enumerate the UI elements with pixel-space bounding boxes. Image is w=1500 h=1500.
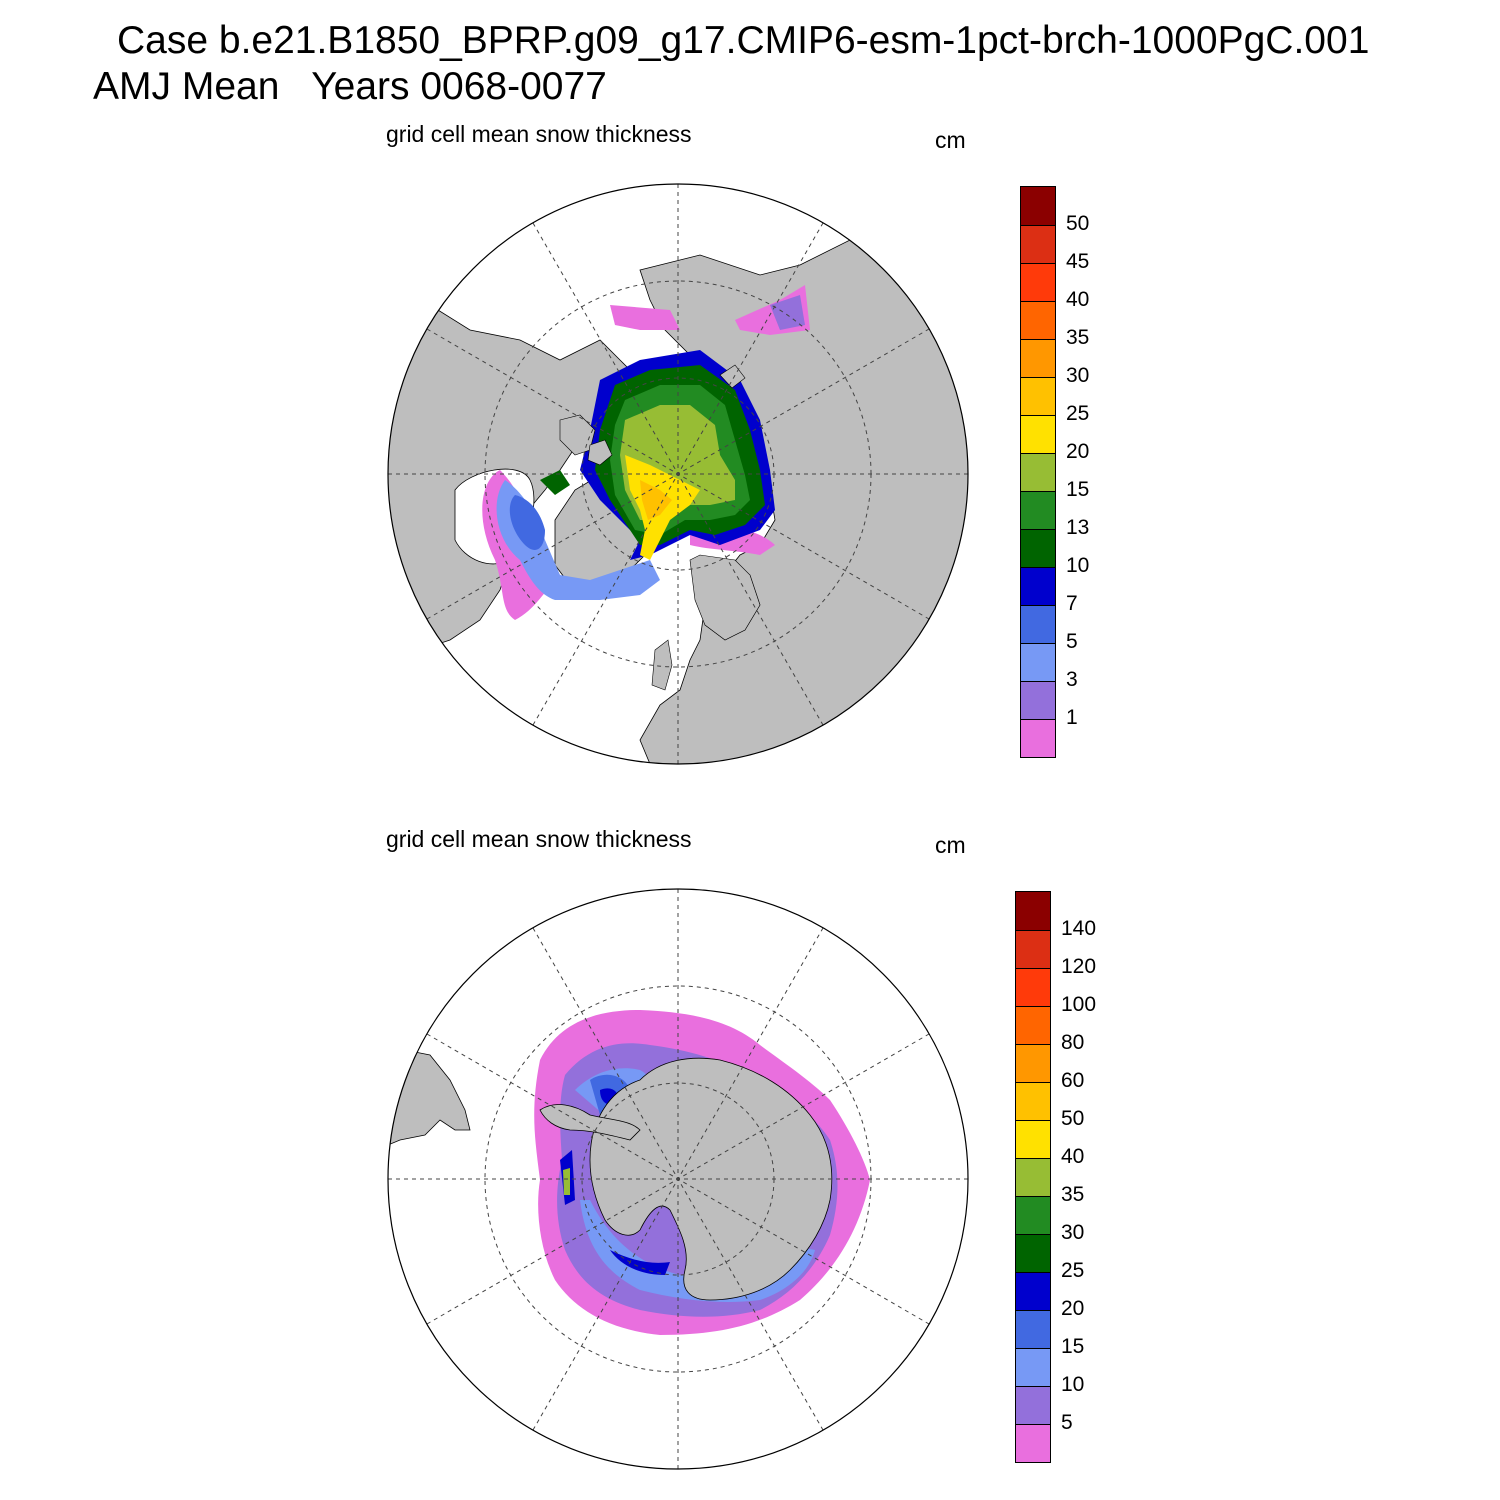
colorbar-swatch	[1021, 453, 1055, 491]
colorbar-label: 50	[1061, 1107, 1085, 1130]
colorbar-label: 50	[1066, 212, 1090, 235]
colorbar-label: 20	[1066, 440, 1090, 463]
colorbar-swatch	[1016, 1006, 1050, 1044]
colorbar-swatch	[1016, 968, 1050, 1006]
colorbar-label: 140	[1061, 917, 1097, 940]
colorbar-swatch	[1016, 1424, 1050, 1462]
colorbar-label: 100	[1061, 993, 1097, 1016]
colorbar-swatch	[1016, 1158, 1050, 1196]
colorbar-label: 10	[1066, 554, 1090, 577]
south-america-landmass	[388, 1049, 471, 1146]
colorbar-label: 10	[1061, 1373, 1085, 1396]
colorbar-swatch	[1021, 605, 1055, 643]
colorbar-swatch	[1021, 529, 1055, 567]
colorbar-label: 25	[1061, 1259, 1085, 1282]
colorbar-swatch	[1016, 1386, 1050, 1424]
colorbar-label: 20	[1061, 1297, 1085, 1320]
colorbar-swatch	[1016, 892, 1050, 930]
colorbar-frame	[1015, 891, 1051, 1463]
colorbar-swatch	[1016, 1348, 1050, 1386]
colorbar-label: 13	[1066, 516, 1090, 539]
colorbar-swatch	[1021, 415, 1055, 453]
north-panel-subtitle: grid cell mean snow thickness	[386, 121, 692, 147]
colorbar-label: 60	[1061, 1069, 1085, 1092]
colorbar-swatch	[1016, 1120, 1050, 1158]
period-title: AMJ Mean Years 0068-0077	[93, 65, 607, 108]
colorbar-swatch	[1016, 1234, 1050, 1272]
colorbar-swatch	[1021, 187, 1055, 225]
colorbar-label: 3	[1066, 668, 1078, 691]
colorbar-swatch	[1021, 491, 1055, 529]
colorbar-label: 35	[1061, 1183, 1085, 1206]
colorbar-label: 40	[1066, 288, 1090, 311]
south-polar-map	[387, 888, 969, 1470]
colorbar-label: 45	[1066, 250, 1090, 273]
colorbar-label: 5	[1061, 1411, 1073, 1434]
colorbar-label: 40	[1061, 1145, 1085, 1168]
colorbar-label: 30	[1061, 1221, 1085, 1244]
colorbar-swatch	[1021, 377, 1055, 415]
colorbar-label: 15	[1061, 1335, 1085, 1358]
colorbar-swatch	[1016, 1082, 1050, 1120]
colorbar-label: 15	[1066, 478, 1090, 501]
colorbar-label: 1	[1066, 706, 1078, 729]
colorbar-swatch	[1016, 1044, 1050, 1082]
colorbar-label: 120	[1061, 955, 1097, 978]
colorbar-swatch	[1016, 1310, 1050, 1348]
colorbar-frame	[1020, 186, 1056, 758]
colorbar-swatch	[1016, 930, 1050, 968]
colorbar-label: 7	[1066, 592, 1078, 615]
north-colorbar: 50 45 40 35 30 25 20 15 13 10 7 5 3 1	[1020, 186, 1089, 758]
colorbar-swatch	[1021, 719, 1055, 757]
colorbar-swatch	[1016, 1196, 1050, 1234]
case-title: Case b.e21.B1850_BPRP.g09_g17.CMIP6-esm-…	[117, 19, 1370, 62]
north-panel-units: cm	[935, 127, 966, 153]
colorbar-swatch	[1021, 681, 1055, 719]
colorbar-swatch	[1021, 263, 1055, 301]
colorbar-swatch	[1021, 301, 1055, 339]
north-polar-map	[387, 183, 969, 765]
south-panel-units: cm	[935, 832, 966, 858]
colorbar-swatch	[1021, 567, 1055, 605]
colorbar-label: 80	[1061, 1031, 1085, 1054]
colorbar-label: 5	[1066, 630, 1078, 653]
colorbar-label: 25	[1066, 402, 1090, 425]
colorbar-swatch	[1016, 1272, 1050, 1310]
south-panel-subtitle: grid cell mean snow thickness	[386, 826, 692, 852]
colorbar-label: 35	[1066, 326, 1090, 349]
colorbar-swatch	[1021, 643, 1055, 681]
colorbar-label: 30	[1066, 364, 1090, 387]
colorbar-swatch	[1021, 225, 1055, 263]
north-snow-field	[482, 285, 810, 641]
colorbar-swatch	[1021, 339, 1055, 377]
south-colorbar: 140 120 100 80 60 50 40 35 30 25 20 15 10 5	[1015, 891, 1096, 1463]
